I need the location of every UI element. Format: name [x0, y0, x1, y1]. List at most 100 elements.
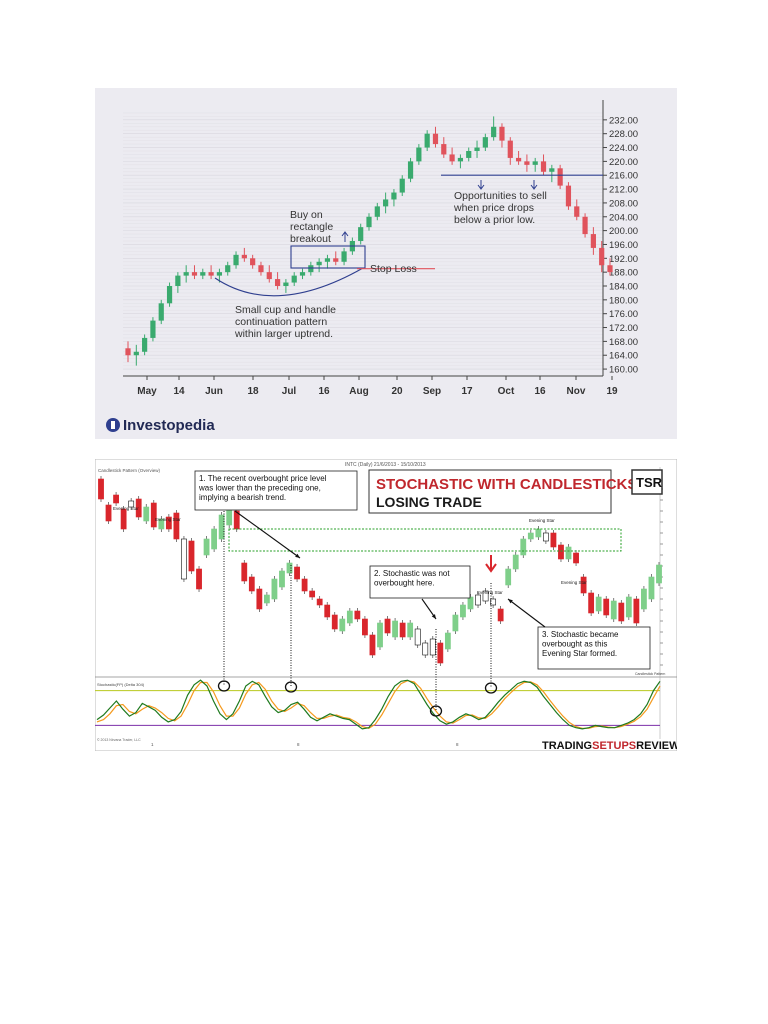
candle [316, 596, 323, 608]
x-tick-label: Jun [205, 386, 223, 397]
candle [128, 498, 135, 510]
candle [250, 254, 256, 269]
candle [208, 265, 214, 280]
annotations: Evening Star Evening Star Evening Star Even… [113, 470, 665, 711]
candle [416, 144, 422, 165]
x-tick-label: Nov [567, 386, 586, 397]
callout-box [194, 470, 358, 511]
candle [540, 154, 547, 176]
up-arrow-icon [341, 231, 349, 242]
candle [429, 636, 436, 658]
footer-text: TRADINGSETUPSREVIEW.COM [542, 740, 677, 751]
x-tick-label: 20 [391, 386, 403, 397]
candle [175, 272, 181, 293]
chart-title: STOCHASTIC WITH CANDLESTICKS [376, 476, 637, 493]
price-chart-svg: 232.00 228.00 224.00 220.00 216.00 212.00 208.… [106, 100, 638, 434]
candle [603, 596, 610, 618]
candle [316, 258, 322, 273]
candle [241, 560, 248, 584]
candle [497, 606, 504, 624]
pattern-label: Evening Star [113, 506, 139, 511]
candle [188, 538, 195, 574]
candle [143, 504, 150, 524]
x-axis: May 14 Jun 18 Jul 16 Aug 20 Sep 17 Oct 16 Nov 19 [123, 375, 618, 397]
candle [475, 592, 481, 608]
candle [392, 618, 398, 640]
candle [142, 334, 148, 356]
candle [549, 164, 555, 183]
candle [241, 247, 247, 262]
y-tick-label: 228.00 [609, 129, 638, 140]
highlight-circle [284, 681, 298, 693]
y-axis: 232.00 228.00 224.00 220.00 216.00 212.00 208.… [602, 100, 638, 376]
badge-text: TSR [636, 475, 663, 490]
stoch-d-line [96, 680, 661, 729]
candle [542, 530, 549, 544]
candle [618, 600, 625, 624]
callout-text-2: 2. Stochastic was not overbought here. [374, 569, 450, 588]
candle [286, 560, 293, 576]
tradingsetups-chart: INTC (Daily) 21/6/2013 - 15/10/2013 Cand… [95, 459, 677, 751]
candle [346, 608, 353, 626]
candle [633, 596, 640, 626]
candle [150, 317, 156, 342]
x-tick-label: Oct [498, 386, 515, 397]
y-tick-label: 224.00 [609, 143, 638, 154]
y-tick-label: 176.00 [609, 309, 638, 320]
candle [466, 147, 472, 162]
candle [491, 116, 497, 141]
callout-box [537, 626, 651, 670]
candle [414, 626, 421, 648]
candle [339, 616, 346, 634]
callout-box [369, 565, 471, 599]
copyright: © 2013 Nirvana Trader, LLC [97, 738, 141, 742]
callout-text-3: 3. Stochastic became overbought as this Ev… [542, 630, 619, 658]
candle [422, 640, 429, 658]
y-tick-label: 168.00 [609, 337, 638, 348]
candle [532, 157, 538, 172]
candle [648, 574, 655, 602]
candle [441, 137, 447, 158]
candle [588, 590, 595, 616]
arrow-line [507, 598, 546, 628]
candle [98, 476, 104, 502]
candle [449, 147, 455, 165]
candle [482, 588, 489, 604]
y-tick-label: 180.00 [609, 295, 638, 306]
candle [324, 602, 331, 620]
candle [515, 151, 522, 165]
candle [444, 630, 451, 652]
x-tick-label: 16 [534, 386, 546, 397]
stoch-label: Stochastic(FP) (Delta 304) [97, 682, 145, 687]
candle [266, 265, 272, 283]
candle [291, 272, 297, 286]
x-tick-label: 8 [456, 742, 459, 747]
y-tick-label: 232.00 [609, 115, 638, 126]
y-tick-label: 200.00 [609, 226, 638, 237]
candle [166, 282, 173, 307]
candle [580, 574, 587, 596]
candle [550, 530, 557, 550]
red-down-arrow-icon [485, 555, 497, 573]
candle [301, 576, 308, 594]
candle [482, 133, 488, 151]
candle [582, 213, 588, 238]
y-tick-label: 216.00 [609, 171, 638, 182]
annotation-cup: Small cup and handle continuation pattern… [234, 304, 336, 340]
x-tick-label: Aug [349, 386, 368, 397]
candle [324, 254, 331, 269]
candle [625, 594, 632, 620]
candle [641, 586, 647, 612]
candle [200, 268, 206, 280]
candle [557, 164, 563, 190]
candles [98, 476, 662, 666]
candle [366, 213, 372, 231]
candle [565, 544, 572, 562]
candle [135, 496, 142, 520]
candle [520, 536, 527, 558]
candle [399, 175, 405, 196]
x-tick-label: 19 [606, 386, 618, 397]
candle [331, 612, 338, 632]
annotation-buy: Buy on rectangle breakout [290, 209, 333, 245]
annotation-stop-loss: Stop Loss [370, 263, 417, 275]
